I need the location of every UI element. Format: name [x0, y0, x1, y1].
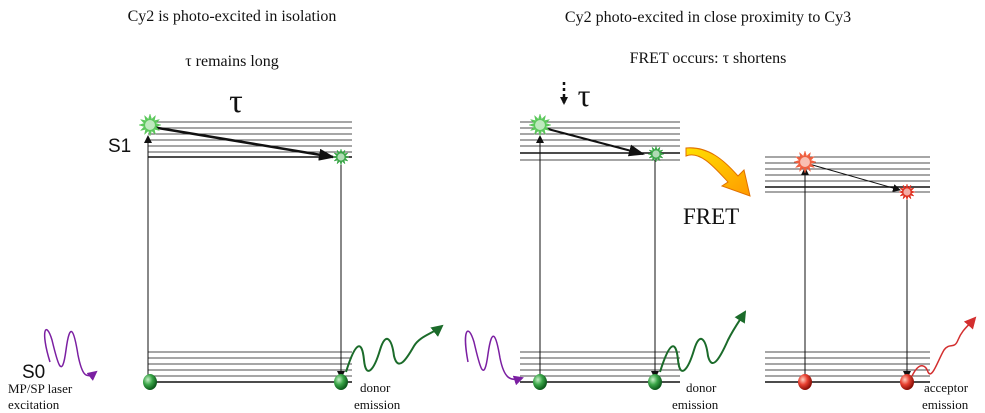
- page: {"left_panel": {"title": "Cy2 is photo-e…: [0, 0, 985, 413]
- excited-core: [800, 157, 810, 167]
- excited-core: [652, 150, 659, 157]
- molecule: [143, 374, 157, 390]
- emission-label: emission: [922, 397, 969, 412]
- right-title: Cy2 photo-excited in close proximity to …: [565, 9, 851, 26]
- excited-core: [337, 153, 344, 160]
- excitation-label: excitation: [8, 397, 60, 412]
- fret-label: FRET: [683, 204, 739, 229]
- s1-label: S1: [108, 136, 131, 157]
- emission-label: emission: [672, 397, 719, 412]
- left-title: Cy2 is photo-excited in isolation: [128, 8, 337, 25]
- excited-core: [535, 120, 545, 130]
- emission-label: donor: [360, 380, 391, 395]
- relaxation-arrow: [152, 127, 333, 157]
- emission-label: emission: [354, 397, 401, 412]
- relaxation-arrow: [544, 128, 643, 154]
- relaxation-arrow: [809, 164, 900, 190]
- molecule: [533, 374, 547, 390]
- s0-label: S0: [22, 362, 45, 383]
- fret-arrow: [686, 148, 750, 196]
- laser-photon: [45, 330, 96, 376]
- molecule: [900, 374, 914, 390]
- excited-core: [903, 188, 910, 195]
- left-subtitle: τ remains long: [185, 53, 279, 70]
- molecule: [334, 374, 348, 390]
- emission-label: donor: [686, 380, 717, 395]
- donor-photon: [346, 326, 442, 372]
- right-subtitle: FRET occurs: τ shortens: [630, 50, 787, 67]
- tau-label: τ: [578, 77, 591, 113]
- molecules: [139, 114, 915, 390]
- laser-photon: [466, 331, 522, 379]
- excited-core: [145, 120, 155, 130]
- emission-label: acceptor: [924, 380, 969, 395]
- fret-diagram: Cy2 is photo-excited in isolation τ rema…: [0, 0, 985, 413]
- donor-photon: [660, 312, 745, 372]
- molecule: [798, 374, 812, 390]
- tau-label: τ: [229, 83, 243, 120]
- acceptor-photon: [912, 318, 975, 376]
- excitation-label: MP/SP laser: [8, 381, 73, 396]
- molecule: [648, 374, 662, 390]
